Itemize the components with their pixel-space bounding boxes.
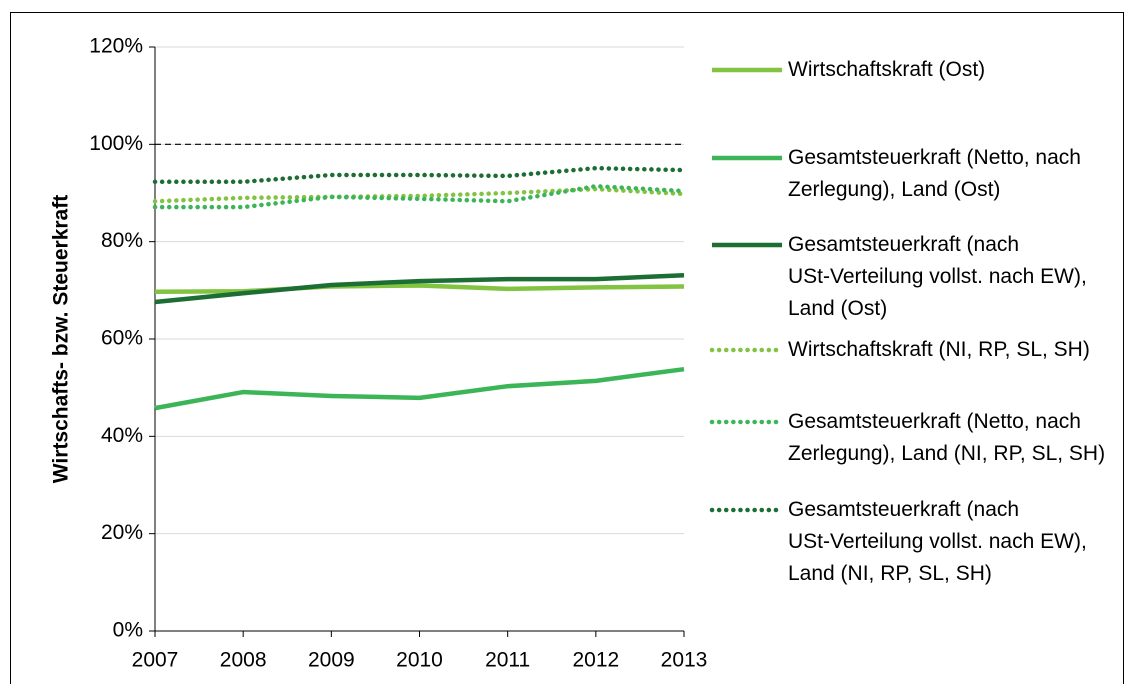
- x-tick-label: 2010: [396, 649, 443, 672]
- y-tick-label: 80%: [101, 229, 143, 252]
- series-line: [152, 165, 687, 185]
- chart-frame: [10, 12, 1124, 689]
- x-tick-label: 2012: [572, 649, 619, 672]
- y-tick-label: 40%: [101, 424, 143, 447]
- legend-label: Wirtschaftskraft (Ost): [788, 58, 985, 81]
- y-axis-label: Wirtschafts- bzw. Steuerkraft: [50, 195, 73, 483]
- legend-label: Gesamtsteuerkraft (nach USt-Verteilung v…: [788, 498, 1093, 585]
- x-tick-label: 2013: [661, 649, 708, 672]
- x-tick-label: 2008: [220, 649, 267, 672]
- series-line: [154, 366, 685, 411]
- y-tick-label: 120%: [89, 35, 143, 58]
- series-line: [154, 272, 685, 305]
- legend-label: Gesamtsteuerkraft (Netto, nach Zerlegung…: [788, 410, 1105, 465]
- series-line: [152, 186, 687, 204]
- legend-label: Wirtschaftskraft (NI, RP, SL, SH): [788, 338, 1090, 361]
- y-tick-label: 100%: [89, 132, 143, 155]
- x-tick-label: 2009: [308, 649, 355, 672]
- series-line: [154, 283, 685, 295]
- y-tick-label: 0%: [113, 619, 143, 642]
- x-tick-label: 2007: [132, 649, 179, 672]
- x-tick-label: 2011: [485, 649, 530, 672]
- y-tick-label: 60%: [101, 327, 143, 350]
- legend-label: Gesamtsteuerkraft (nach USt-Verteilung v…: [788, 233, 1093, 320]
- y-tick-label: 20%: [101, 521, 143, 544]
- legend-label: Gesamtsteuerkraft (Netto, nach Zerlegung…: [788, 146, 1087, 201]
